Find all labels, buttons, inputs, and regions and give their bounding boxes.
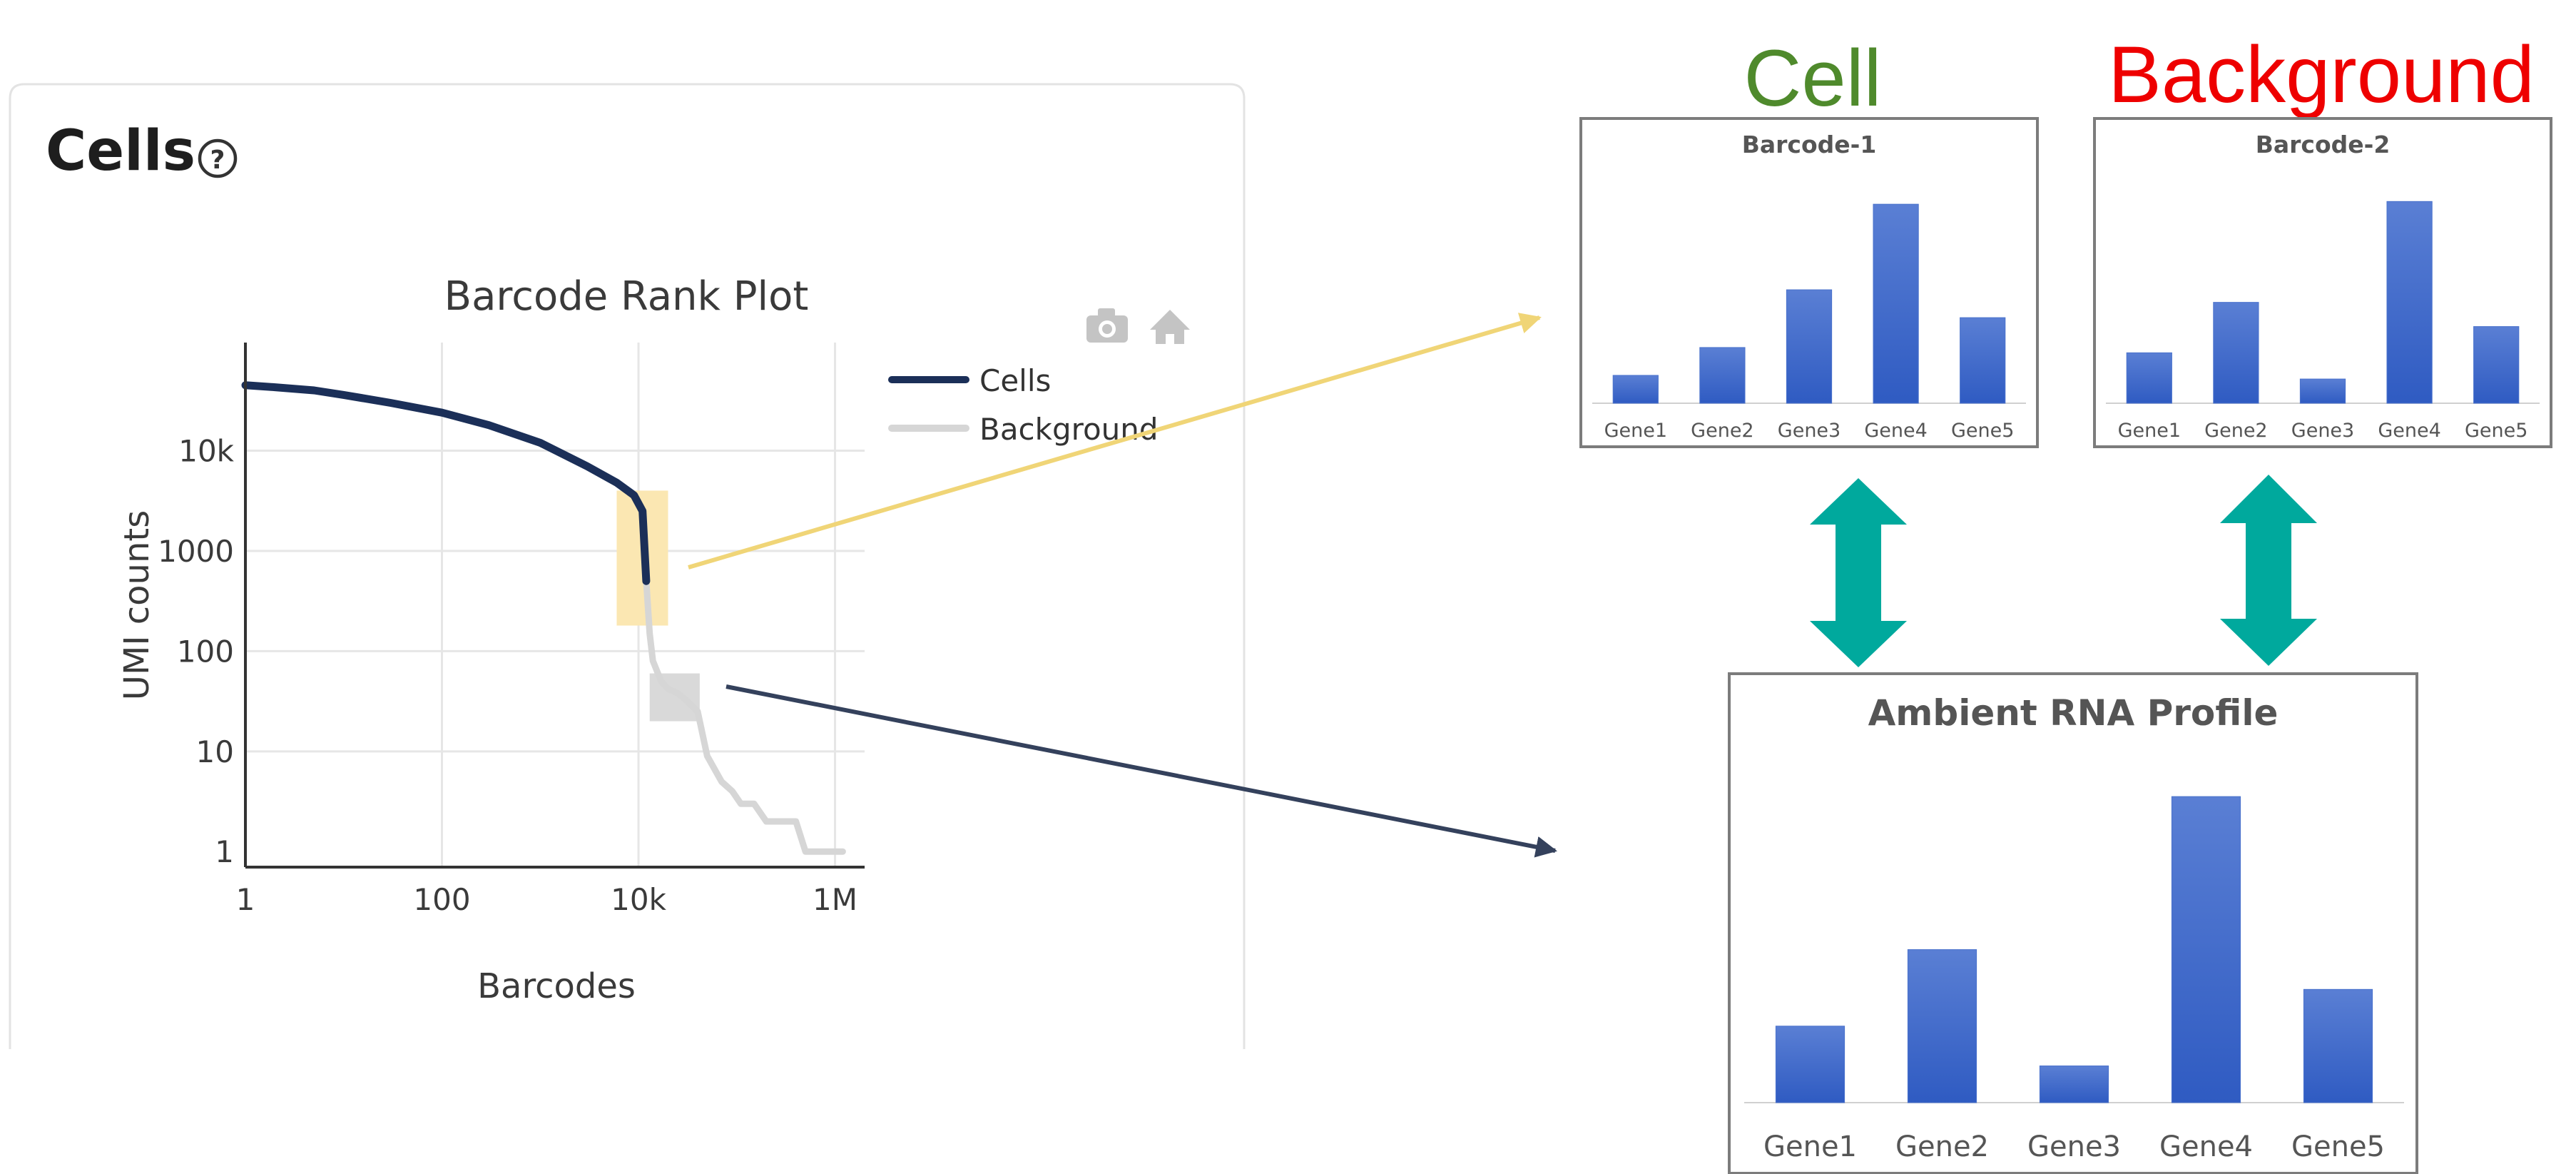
category-label: Gene1 xyxy=(1604,420,1667,442)
category-label: Gene4 xyxy=(1864,420,1927,442)
camera-icon[interactable] xyxy=(1086,308,1128,343)
help-icon-glyph: ? xyxy=(210,146,225,175)
category-label: Gene2 xyxy=(1691,420,1753,442)
chart-title: Barcode-1 xyxy=(1742,131,1877,158)
cell-ambient-double-arrow xyxy=(1810,478,1907,667)
bar xyxy=(1699,347,1746,404)
bar xyxy=(2171,796,2241,1103)
category-label: Gene1 xyxy=(1763,1130,1857,1163)
background-ambient-double-arrow xyxy=(2220,475,2317,666)
bar xyxy=(2299,378,2346,404)
bar xyxy=(2213,302,2259,404)
bar xyxy=(2126,352,2172,404)
bar xyxy=(1612,375,1659,404)
x-axis-label: Barcodes xyxy=(477,966,636,1006)
category-label: Gene3 xyxy=(2291,420,2354,442)
y-tick-label: 10k xyxy=(178,434,234,469)
ambient-rna-profile-chart: Ambient RNA Profile Gene1 Gene2 Gene3 Gene4… xyxy=(1728,672,2418,1174)
category-label: Gene3 xyxy=(2027,1130,2121,1163)
x-tick-label: 100 xyxy=(413,882,470,917)
bar xyxy=(2386,201,2433,404)
y-axis-label: UMI counts xyxy=(117,510,157,700)
barcode-1-chart: Barcode-1 Gene1 Gene2 Gene3 Gene4 Gene5 xyxy=(1579,117,2039,448)
plot-series xyxy=(241,381,846,855)
bar xyxy=(1775,1026,1846,1103)
y-tick-label: 1 xyxy=(215,834,234,869)
category-label: Gene2 xyxy=(1895,1130,1989,1163)
plot-gridlines xyxy=(245,343,865,867)
category-label: Gene4 xyxy=(2378,420,2440,442)
plot-legend: Cells Background xyxy=(888,363,1159,447)
legend-label-background: Background xyxy=(979,412,1159,447)
bar xyxy=(1873,203,1919,404)
background-series-line xyxy=(643,577,846,855)
x-tick-label: 1M xyxy=(813,882,857,917)
barcode-2-chart: Barcode-2 Gene1 Gene2 Gene3 Gene4 Gene5 xyxy=(2093,117,2552,448)
cell-heading: Cell xyxy=(1744,34,1882,123)
background-heading: Background xyxy=(2108,30,2535,119)
panel-title: Cells xyxy=(46,119,195,183)
bar xyxy=(2473,326,2520,404)
barcode-rank-plot: Barcode Rank Plot 1 100 10k 1M 1 10 100 1000 10k… xyxy=(117,273,1190,1006)
bar xyxy=(1786,289,1833,404)
chart-title: Barcode-2 xyxy=(2256,131,2391,158)
bar xyxy=(2303,988,2373,1103)
bar xyxy=(2039,1066,2109,1103)
bar xyxy=(1907,949,1977,1103)
background-transition-highlight xyxy=(649,673,700,722)
x-tick-label: 10k xyxy=(611,882,666,917)
category-label: Gene1 xyxy=(2118,420,2181,442)
cell-arrow xyxy=(688,313,1542,570)
y-tick-label: 10 xyxy=(196,734,234,769)
legend-label-cells: Cells xyxy=(979,363,1051,398)
chart-title: Ambient RNA Profile xyxy=(1868,692,2279,734)
plot-axes xyxy=(244,343,865,869)
y-tick-label: 100 xyxy=(177,634,234,669)
rank-plot-title: Barcode Rank Plot xyxy=(444,273,809,320)
category-label: Gene2 xyxy=(2204,420,2267,442)
plot-tick-labels: 1 100 10k 1M 1 10 100 1000 10k xyxy=(158,434,857,917)
category-label: Gene3 xyxy=(1778,420,1841,442)
category-label: Gene5 xyxy=(2465,420,2527,442)
category-label: Gene4 xyxy=(2159,1130,2253,1163)
cells-series-line xyxy=(241,381,651,585)
help-icon[interactable]: ? xyxy=(198,138,238,178)
background-arrow xyxy=(726,684,1557,858)
category-label: Gene5 xyxy=(2291,1130,2385,1163)
bar xyxy=(1960,317,2006,404)
home-icon[interactable] xyxy=(1150,310,1190,344)
x-tick-label: 1 xyxy=(236,882,255,917)
category-label: Gene5 xyxy=(1951,420,2014,442)
y-tick-label: 1000 xyxy=(158,534,234,569)
